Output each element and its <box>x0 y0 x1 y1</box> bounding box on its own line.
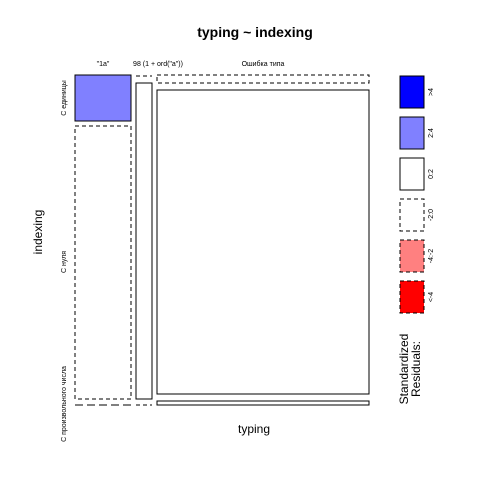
legend-swatch <box>399 116 425 150</box>
legend-label: -2:0 <box>428 209 435 221</box>
legend-swatch <box>399 157 425 191</box>
legend-swatch <box>399 280 425 314</box>
residuals-legend: >4 2:4 0:2 -2:0 -4:-2 <-4 StandardizedResidual… <box>397 75 435 405</box>
legend-label: >4 <box>428 88 435 96</box>
cell-1a-from-zero <box>74 125 132 400</box>
cell-type-error-from-arbitrary <box>156 400 370 406</box>
cell-1a-from-one <box>74 74 132 122</box>
column-labels: "1a" 98 (1 + ord("a")) Ошибка типа <box>97 60 285 68</box>
row-label-from-zero: С нуля <box>61 251 68 273</box>
column-label-type-error: Ошибка типа <box>242 60 285 68</box>
cell-98-from-zero <box>135 82 153 400</box>
column-label-98: 98 (1 + ord("a")) <box>133 61 183 68</box>
mosaic-cells <box>74 74 370 406</box>
row-label-from-one: С единицы <box>61 80 68 116</box>
column-label-1a: "1a" <box>97 61 110 68</box>
legend-label: -4:-2 <box>428 249 435 264</box>
legend-label: 2:4 <box>428 128 435 138</box>
row-labels: С единицы С нуля С произвольного числа <box>61 80 68 442</box>
legend-swatch <box>399 75 425 109</box>
y-axis-title: indexing <box>31 210 45 255</box>
cell-type-error-from-zero <box>156 89 370 395</box>
row-label-from-arbitrary: С произвольного числа <box>61 366 68 442</box>
legend-title-line: Residuals: <box>409 341 423 397</box>
legend-title-line: Standardized <box>397 334 411 405</box>
cell-type-error-from-one <box>156 74 370 84</box>
legend-swatch <box>399 198 425 232</box>
chart-title: typing ~ indexing <box>197 24 313 40</box>
legend-label: 0:2 <box>428 169 435 179</box>
legend-swatch <box>399 239 425 273</box>
x-axis-title: typing <box>238 422 270 436</box>
legend-label: <-4 <box>428 292 435 302</box>
